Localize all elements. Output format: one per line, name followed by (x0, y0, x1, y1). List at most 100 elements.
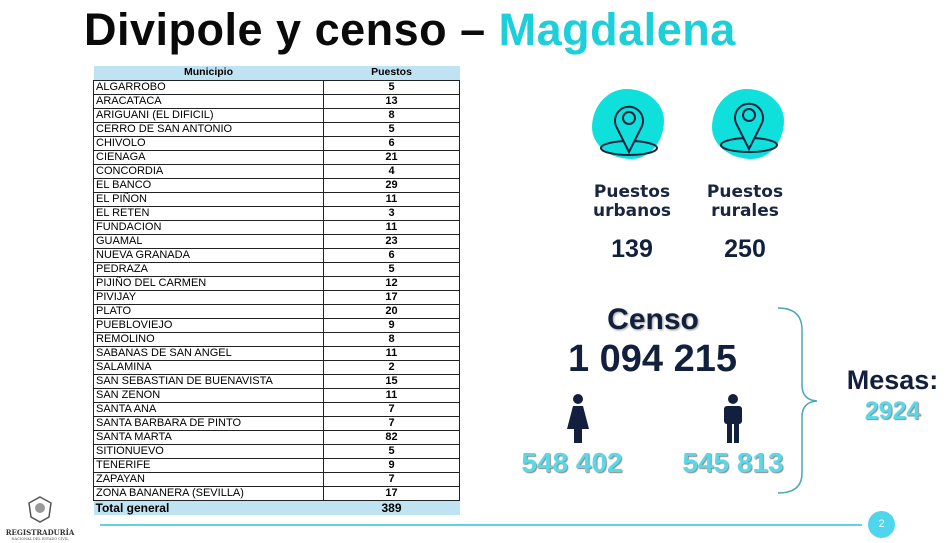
puestos-cell: 82 (323, 429, 460, 445)
censo-total: 1 094 215 (567, 338, 738, 380)
table-row: ZONA BANANERA (SEVILLA) 17 (93, 485, 460, 501)
table-row: EL BANCO 29 (93, 177, 460, 193)
table-row: REMOLINO 8 (93, 331, 460, 347)
table-row: CIENAGA 21 (93, 149, 460, 165)
puestos-cell: 6 (323, 247, 460, 263)
map-pin-icon (720, 102, 778, 153)
municipio-cell: SANTA ANA (93, 401, 324, 417)
footer-divider (100, 524, 862, 526)
municipio-cell: EL BANCO (93, 177, 324, 193)
coat-of-arms-icon (28, 496, 52, 523)
table-row: SANTA MARTA 82 (93, 429, 460, 445)
municipio-cell: EL RETEN (93, 205, 324, 221)
puestos-cell: 7 (323, 471, 460, 487)
municipio-cell: SABANAS DE SAN ANGEL (93, 345, 324, 361)
table-row: NUEVA GRANADA 6 (93, 247, 460, 263)
puestos-cell: 13 (323, 93, 460, 109)
table-row: PEDRAZA 5 (93, 261, 460, 277)
municipio-cell: SANTA BARBARA DE PINTO (93, 415, 324, 431)
puestos-urbanos-label: Puestos urbanos (592, 182, 672, 221)
table-row: SAN SEBASTIAN DE BUENAVISTA 15 (93, 373, 460, 389)
municipio-cell: NUEVA GRANADA (93, 247, 324, 263)
municipio-cell: CONCORDIA (93, 163, 324, 179)
table-row: SAN ZENON 11 (93, 387, 460, 403)
col-municipio: Municipio (93, 66, 324, 80)
puestos-cell: 29 (323, 177, 460, 193)
mesas-label: Mesas: (846, 365, 939, 395)
table-row: SANTA ANA 7 (93, 401, 460, 417)
mesas-value: 2924 (864, 397, 921, 425)
table-row: SABANAS DE SAN ANGEL 11 (93, 345, 460, 361)
total-row: Total general 389 (93, 500, 460, 515)
page-title: Divipole y censo – Magdalena (84, 4, 736, 56)
logo-subtext: NACIONAL DEL ESTADO CIVIL (11, 537, 69, 541)
municipio-cell: ALGARROBO (93, 79, 324, 95)
municipio-cell: ZONA BANANERA (SEVILLA) (93, 485, 324, 501)
municipio-cell: GUAMAL (93, 233, 324, 249)
municipio-cell: ARIGUANI (EL DIFICIL) (93, 107, 324, 123)
brace (777, 307, 818, 494)
municipio-cell: PIJIÑO DEL CARMEN (93, 275, 324, 291)
title-main: Divipole y censo – (84, 4, 486, 55)
municipio-cell: TENERIFE (93, 457, 324, 473)
total-label: Total general (93, 500, 324, 515)
table-row: FUNDACION 11 (93, 219, 460, 235)
logo-text: REGISTRADURÍA (5, 528, 75, 537)
municipio-cell: PIVIJAY (93, 289, 324, 305)
puestos-cell: 17 (323, 485, 460, 501)
table-row: SANTA BARBARA DE PINTO 7 (93, 415, 460, 431)
puestos-cell: 2 (323, 359, 460, 375)
puestos-rurales-label: Puestos rurales (706, 182, 784, 221)
page-number: 2 (868, 511, 895, 538)
puestos-table: Municipio Puestos ALGARROBO 5 ARACATACA 13 AR… (93, 66, 460, 515)
table-row: PIVIJAY 17 (93, 289, 460, 305)
table-row: PLATO 20 (93, 303, 460, 319)
municipio-cell: CHIVOLO (93, 135, 324, 151)
puestos-cell: 3 (323, 205, 460, 221)
puestos-cell: 4 (323, 163, 460, 179)
puestos-cell: 11 (323, 191, 460, 207)
puestos-rurales-value: 250 (724, 235, 766, 263)
municipio-cell: SAN SEBASTIAN DE BUENAVISTA (93, 373, 324, 389)
table-row: ARIGUANI (EL DIFICIL) 8 (93, 107, 460, 123)
municipio-cell: EL PIÑON (93, 191, 324, 207)
puestos-cell: 9 (323, 457, 460, 473)
table-row: TENERIFE 9 (93, 457, 460, 473)
table-row: CERRO DE SAN ANTONIO 5 (93, 121, 460, 137)
table-row: ALGARROBO 5 (93, 79, 460, 95)
puestos-cell: 8 (323, 331, 460, 347)
puestos-cell: 8 (323, 107, 460, 123)
puestos-cell: 20 (323, 303, 460, 319)
municipio-cell: ZAPAYAN (93, 471, 324, 487)
censo-label: Censo (607, 303, 699, 336)
municipio-cell: PLATO (93, 303, 324, 319)
puestos-cell: 11 (323, 387, 460, 403)
registraduria-logo: REGISTRADURÍA NACIONAL DEL ESTADO CIVIL (4, 495, 76, 541)
censo-hombres: 545 813 (682, 447, 784, 478)
table-header: Municipio Puestos (93, 66, 460, 80)
table-row: GUAMAL 23 (93, 233, 460, 249)
municipio-cell: SITIONUEVO (93, 443, 324, 459)
col-puestos: Puestos (323, 66, 460, 80)
municipio-cell: ARACATACA (93, 93, 324, 109)
municipio-cell: SAN ZENON (93, 387, 324, 403)
map-pin-icon (600, 105, 658, 156)
municipio-cell: CIENAGA (93, 149, 324, 165)
table-row: PUEBLOVIEJO 9 (93, 317, 460, 333)
municipio-cell: SALAMINA (93, 359, 324, 375)
puestos-cell: 6 (323, 135, 460, 151)
table-row: ARACATACA 13 (93, 93, 460, 109)
municipio-cell: PEDRAZA (93, 261, 324, 277)
censo-mujeres: 548 402 (521, 447, 623, 478)
puestos-cell: 5 (323, 443, 460, 459)
table-row: EL RETEN 3 (93, 205, 460, 221)
table-row: PIJIÑO DEL CARMEN 12 (93, 275, 460, 291)
puestos-cell: 5 (323, 79, 460, 95)
puestos-cell: 9 (323, 317, 460, 333)
municipio-cell: REMOLINO (93, 331, 324, 347)
puestos-cell: 11 (323, 219, 460, 235)
puestos-cell: 15 (323, 373, 460, 389)
puestos-cell: 7 (323, 415, 460, 431)
table-row: SALAMINA 2 (93, 359, 460, 375)
total-value: 389 (323, 500, 460, 515)
